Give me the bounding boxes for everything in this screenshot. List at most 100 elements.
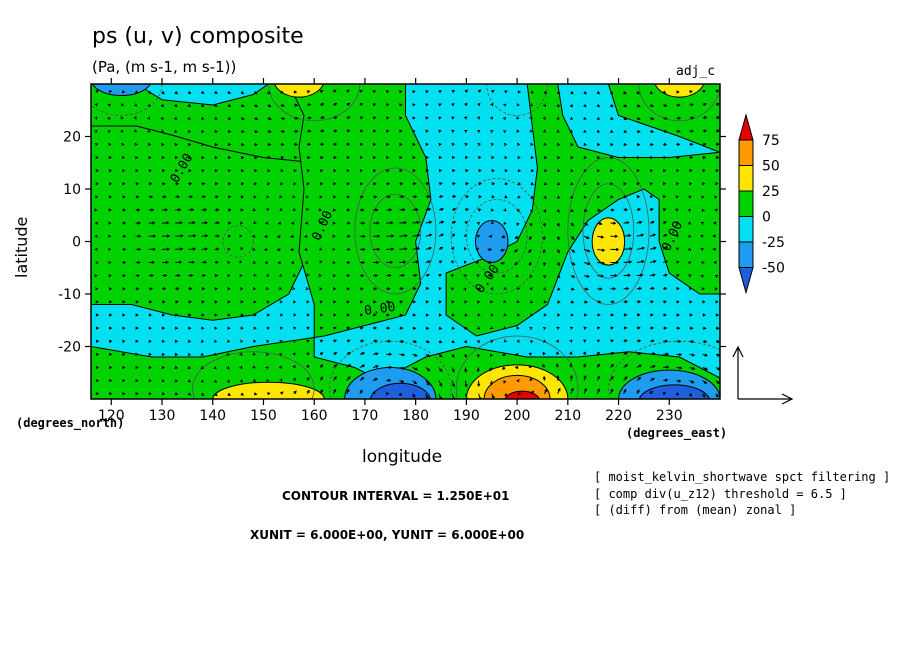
wind-arrow-head: [623, 182, 627, 186]
wind-arrow-head: [240, 313, 244, 317]
wind-arrow-head: [174, 326, 179, 330]
wind-arrow-head: [529, 274, 533, 279]
wind-arrow-head: [402, 208, 406, 212]
wind-arrow-head: [202, 273, 207, 278]
wind-arrow-head: [239, 365, 243, 370]
wind-arrow-head: [426, 273, 431, 277]
wind-arrow-head: [133, 129, 138, 133]
high-south-west: [212, 381, 325, 399]
wind-arrow-head: [252, 260, 256, 264]
wind-arrow-head: [293, 313, 297, 317]
wind-arrow-head: [415, 207, 419, 212]
wind-arrow-head: [570, 195, 574, 199]
wind-arrow-head: [94, 287, 99, 291]
wind-arrow-head: [107, 247, 112, 252]
wind-arrow-head: [489, 326, 494, 330]
wind-arrow-head: [95, 392, 100, 396]
wind-arrow-head: [623, 195, 628, 199]
wind-arrow-head: [623, 91, 627, 95]
wind-arrow-head: [640, 233, 645, 237]
wind-arrow-head: [174, 339, 179, 343]
wind-arrow-head: [649, 91, 654, 95]
wind-arrow-head: [174, 379, 179, 383]
wind-arrow-head: [122, 378, 126, 383]
wind-arrow-head: [571, 236, 575, 240]
wind-arrow-head: [227, 103, 232, 107]
wind-arrow-head: [192, 221, 196, 225]
wind-arrow-head: [306, 313, 310, 317]
wind-arrow-head: [121, 142, 125, 147]
wind-arrow-head: [570, 168, 574, 173]
wind-arrow: [623, 261, 632, 263]
wind-arrow-head: [347, 234, 351, 238]
wind-arrow-head: [451, 300, 455, 304]
wind-arrow-head: [294, 103, 299, 107]
wind-arrow-head: [623, 129, 628, 134]
wind-arrow-head: [438, 142, 442, 147]
wind-arrow-head: [597, 388, 601, 392]
wind-arrow-head: [488, 274, 492, 278]
wind-arrow-head: [530, 182, 535, 186]
wind-arrow-head: [108, 287, 113, 291]
wind-arrow-head: [333, 182, 337, 186]
wind-arrow-head: [135, 168, 139, 173]
wind-arrow-head: [636, 168, 640, 173]
wind-arrow-head: [530, 390, 535, 394]
wind-arrow-head: [360, 339, 365, 343]
wind-arrow-head: [346, 195, 351, 199]
wind-arrow-head: [543, 90, 548, 95]
wind-arrow-head: [675, 182, 680, 186]
wind-arrow-head: [650, 117, 655, 121]
contour-line: [192, 351, 315, 399]
wind-arrow-head: [542, 129, 547, 133]
wind-arrow-head: [227, 313, 231, 317]
wind-arrow-head: [624, 300, 629, 304]
wind-arrow-head: [304, 234, 308, 238]
wind-arrow-head: [501, 235, 505, 239]
wind-arrow-head: [664, 233, 668, 237]
wind-arrow-head: [307, 155, 311, 160]
wind-arrow-head: [346, 300, 350, 304]
wind-arrow-head: [477, 208, 482, 212]
wind-arrow-head: [95, 168, 99, 173]
wind-arrow-head: [542, 326, 547, 331]
wind-arrow-head: [569, 362, 573, 367]
wind-arrow-head: [215, 260, 219, 264]
wind-arrow-head: [334, 102, 338, 106]
wind-arrow-head: [663, 103, 668, 107]
wind-arrow-head: [293, 182, 297, 186]
wind-arrow-head: [362, 247, 366, 251]
wind-arrow-head: [386, 155, 390, 160]
wind-arrow-head: [542, 375, 546, 380]
wind-arrow-head: [451, 354, 455, 358]
wind-arrow-head: [180, 234, 184, 238]
wind-arrow-head: [664, 246, 669, 251]
wind-arrow-head: [201, 90, 205, 94]
wind-arrow-head: [281, 116, 286, 121]
wind-arrow-head: [108, 339, 113, 343]
wind-arrow-head: [601, 261, 606, 265]
wind-arrow-head: [413, 381, 418, 385]
wind-arrow-head: [239, 352, 243, 356]
wind-arrow-head: [637, 339, 642, 343]
wind-arrow-head: [267, 91, 271, 95]
wind-arrow-head: [599, 222, 603, 226]
contour-line: [91, 84, 163, 116]
wind-arrow-head: [108, 352, 113, 357]
wind-arrow-head: [265, 221, 269, 225]
wind-arrow-head: [107, 103, 111, 107]
wind-arrow-head: [609, 182, 614, 186]
wind-arrow-head: [347, 352, 352, 356]
wind-arrow-head: [227, 155, 232, 160]
wind-arrow-head: [404, 234, 408, 238]
wind-arrow-head: [134, 155, 139, 160]
wind-arrow-head: [583, 91, 587, 95]
wind-arrow-head: [265, 273, 270, 277]
wind-arrow-head: [476, 339, 480, 344]
wind-arrow-head: [150, 208, 155, 212]
wind-arrow-head: [190, 208, 195, 212]
wind-arrow-head: [389, 260, 394, 264]
wind-arrow-head: [374, 378, 378, 382]
wind-arrow-head: [675, 392, 680, 396]
wind-arrow-head: [425, 300, 430, 304]
